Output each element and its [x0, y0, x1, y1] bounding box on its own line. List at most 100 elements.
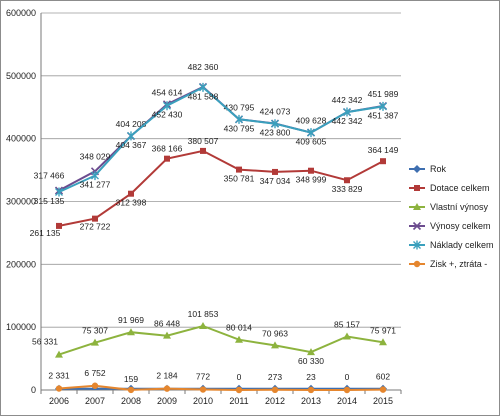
data-point — [164, 155, 170, 162]
data-label: 272 722 — [80, 222, 111, 232]
x-tick-label: 2014 — [337, 396, 357, 406]
data-label: 348 999 — [296, 175, 327, 185]
data-point — [271, 386, 279, 394]
data-label: 80 014 — [226, 323, 252, 333]
x-tick-label: 2006 — [49, 396, 69, 406]
series-line — [58, 324, 384, 356]
legend-marker — [413, 203, 421, 210]
data-point — [91, 338, 99, 346]
data-label: 333 829 — [332, 184, 363, 194]
data-label: 23 — [306, 372, 316, 382]
y-tick-label: 100000 — [6, 322, 36, 332]
data-label: 424 073 — [260, 107, 291, 117]
data-point — [235, 335, 243, 343]
x-tick-label: 2010 — [193, 396, 213, 406]
data-label: 85 157 — [334, 319, 360, 329]
data-point — [127, 131, 135, 141]
data-point — [163, 331, 171, 339]
legend-marker — [412, 221, 422, 231]
data-label: 368 166 — [152, 144, 183, 154]
data-label: 451 387 — [368, 110, 399, 120]
data-label: 350 781 — [224, 174, 255, 184]
data-point — [235, 114, 243, 124]
data-point — [91, 171, 99, 181]
data-label: 430 795 — [224, 102, 255, 112]
data-point — [163, 101, 171, 111]
data-point — [91, 382, 99, 389]
data-point — [271, 119, 279, 129]
legend-marker — [413, 240, 421, 250]
legend-item: Vlastní výnosy — [409, 202, 489, 212]
data-label: 481 588 — [188, 91, 219, 101]
data-point — [380, 158, 386, 165]
data-point — [55, 350, 63, 358]
x-tick-label: 2007 — [85, 396, 105, 406]
y-tick-label: 200000 — [6, 259, 36, 269]
data-label: 423 800 — [260, 128, 291, 138]
data-point — [236, 166, 242, 173]
series-4 — [55, 82, 387, 197]
data-label: 404 208 — [116, 119, 147, 129]
data-label: 341 277 — [80, 180, 111, 190]
data-label: 409 605 — [296, 137, 327, 147]
data-point — [307, 348, 315, 356]
data-label: 261 135 — [30, 228, 61, 238]
data-label: 404 367 — [116, 140, 147, 150]
legend-label: Zisk +, ztráta - — [430, 259, 487, 269]
legend-label: Rok — [430, 164, 447, 174]
y-tick-label: 500000 — [6, 71, 36, 81]
data-label: 75 971 — [370, 325, 396, 335]
data-point — [343, 107, 351, 117]
data-point — [271, 341, 279, 349]
data-point — [307, 128, 315, 138]
data-label: 772 — [196, 372, 210, 382]
series-line — [58, 384, 384, 392]
y-tick-label: 400000 — [6, 134, 36, 144]
data-label: 364 149 — [368, 145, 399, 155]
data-label: 56 331 — [32, 337, 58, 347]
x-tick-label: 2015 — [373, 396, 393, 406]
legend-label: Výnosy celkem — [430, 221, 491, 231]
data-label: 454 614 — [152, 87, 183, 97]
data-point — [127, 328, 135, 336]
data-label: 0 — [345, 372, 350, 382]
data-label: 442 342 — [332, 116, 363, 126]
data-label: 315 135 — [34, 196, 65, 206]
data-label: 380 507 — [188, 136, 219, 146]
data-point — [199, 322, 207, 330]
data-label: 347 034 — [260, 176, 291, 186]
data-label: 86 448 — [154, 319, 180, 329]
data-point — [379, 338, 387, 346]
legend-marker — [414, 185, 420, 191]
data-label: 430 795 — [224, 123, 255, 133]
data-label: 602 — [376, 372, 390, 382]
data-label: 60 330 — [298, 356, 324, 366]
data-point — [128, 190, 134, 197]
series-2 — [55, 322, 387, 358]
data-point — [199, 386, 207, 393]
data-point — [127, 386, 135, 394]
data-label: 317 466 — [34, 171, 65, 181]
data-point — [343, 332, 351, 340]
data-label: 2 184 — [156, 371, 178, 381]
data-label: 409 628 — [296, 116, 327, 126]
data-point — [200, 147, 206, 154]
x-tick-label: 2011 — [229, 396, 248, 406]
legend-item: Náklady celkem — [409, 240, 494, 250]
data-label: 91 969 — [118, 315, 144, 325]
x-tick-label: 2009 — [157, 396, 177, 406]
data-point — [235, 386, 243, 394]
data-point — [92, 215, 98, 222]
data-label: 70 963 — [262, 328, 288, 338]
data-label: 101 853 — [188, 309, 219, 319]
data-point — [344, 177, 350, 184]
y-tick-label: 0 — [31, 385, 36, 395]
legend-label: Vlastní výnosy — [430, 202, 489, 212]
x-tick-label: 2013 — [301, 396, 321, 406]
data-label: 348 029 — [80, 151, 111, 161]
data-label: 0 — [237, 372, 242, 382]
x-tick-label: 2008 — [121, 396, 141, 406]
data-label: 75 307 — [82, 326, 108, 336]
data-point — [343, 386, 351, 394]
